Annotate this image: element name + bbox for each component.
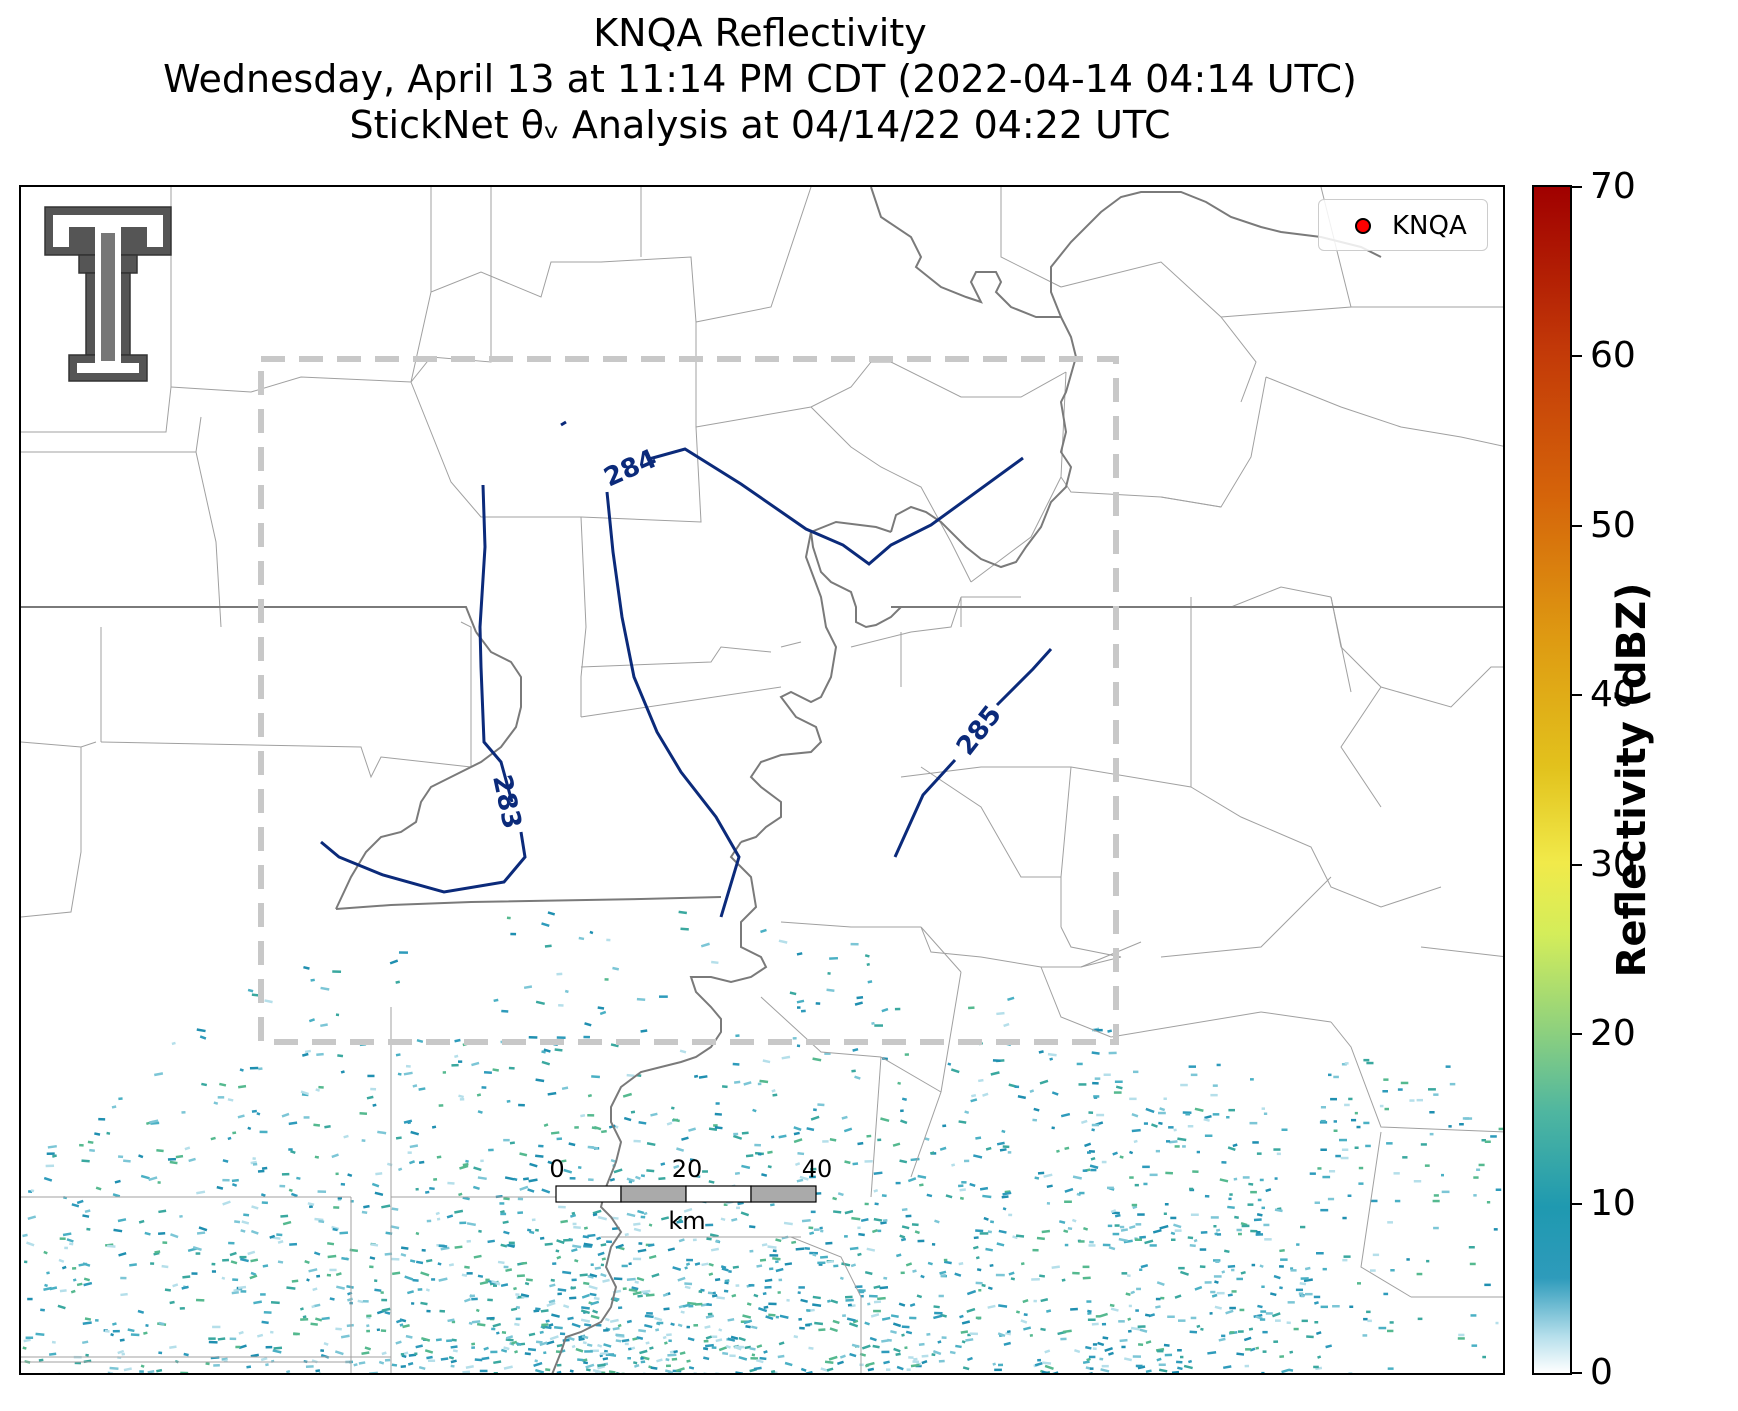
map-canvas[interactable]: 283 284 285 — [21, 187, 1505, 1375]
scale-bar — [555, 1185, 817, 1203]
colorbar-tick — [1572, 355, 1582, 358]
colorbar-tick-label: 60 — [1590, 335, 1636, 377]
scale-label-40: 40 — [801, 1155, 833, 1183]
contour-284 — [605, 447, 1024, 918]
contour-label-283: 283 — [486, 772, 527, 831]
scale-label-20: 20 — [671, 1155, 703, 1183]
contour-label-284: 284 — [600, 444, 662, 493]
colorbar-tick-label: 0 — [1590, 1352, 1613, 1393]
title-block: KNQA Reflectivity Wednesday, April 13 at… — [0, 10, 1520, 148]
county-borders — [21, 187, 1503, 1373]
colorbar-tick — [1572, 1202, 1582, 1205]
colorbar-tick-label: 40 — [1590, 674, 1636, 716]
title-datetime: Wednesday, April 13 at 11:14 PM CDT (202… — [163, 57, 1357, 101]
colorbar-tick-label: 20 — [1590, 1013, 1636, 1055]
title-radar: KNQA Reflectivity — [593, 11, 927, 55]
scale-unit: km — [668, 1207, 706, 1235]
colorbar-tick — [1572, 1372, 1582, 1374]
colorbar-tick-label: 70 — [1590, 166, 1636, 207]
analysis-domain-box — [258, 356, 1119, 1045]
legend: KNQA — [1318, 199, 1488, 251]
contour-label-285: 285 — [951, 700, 1008, 761]
reflectivity-colorbar — [1532, 185, 1572, 1375]
reflectivity-echoes — [22, 910, 1503, 1373]
scale-segment — [555, 1185, 622, 1203]
map-panel[interactable]: 283 284 285 0 20 40 km KNQA — [19, 185, 1505, 1375]
colorbar-tick — [1572, 694, 1582, 697]
contour-283-stub — [560, 420, 567, 427]
legend-label: KNQA — [1392, 211, 1467, 241]
radar-marker-icon — [1355, 218, 1371, 234]
scale-segment — [620, 1185, 687, 1203]
colorbar-tick-label: 10 — [1590, 1182, 1636, 1224]
contour-285 — [893, 647, 1053, 858]
colorbar-tick — [1572, 1033, 1582, 1036]
state-borders — [21, 187, 1503, 1373]
contour-283 — [320, 484, 527, 894]
colorbar-tick — [1572, 186, 1582, 188]
colorbar-tick — [1572, 863, 1582, 866]
scale-segment — [685, 1185, 752, 1203]
title-analysis: StickNet θᵥ Analysis at 04/14/22 04:22 U… — [349, 103, 1171, 147]
theta-v-contours — [320, 420, 1053, 918]
texas-tech-double-t-logo — [44, 206, 172, 382]
colorbar-tick-label: 30 — [1590, 843, 1636, 885]
colorbar-tick — [1572, 524, 1582, 527]
scale-segment — [750, 1185, 817, 1203]
scale-label-0: 0 — [549, 1155, 565, 1183]
colorbar-tick-label: 50 — [1590, 504, 1636, 546]
colorbar-title: Reflectivity (dBZ) — [1609, 582, 1655, 978]
